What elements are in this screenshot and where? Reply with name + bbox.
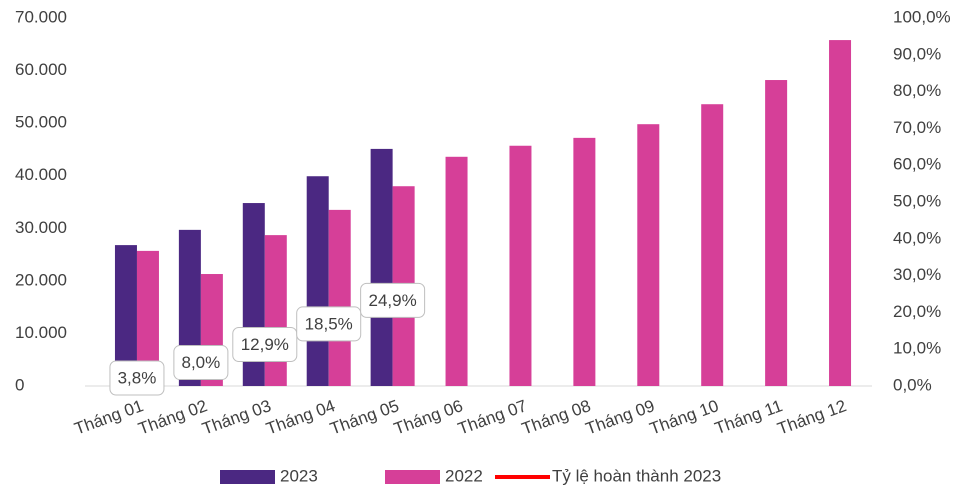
y2-tick-label: 10,0% [893,339,941,358]
data-label-text: 8,0% [182,353,221,372]
data-label: 8,0% [173,345,229,381]
y-tick-label: 30.000 [15,218,67,237]
bar [114,245,137,386]
y2-tick-label: 40,0% [893,228,941,247]
y-tick-label: 10.000 [15,323,67,342]
y2-tick-label: 80,0% [893,81,941,100]
data-label-box [296,306,362,342]
y-tick-label: 70.000 [15,7,67,26]
bar [701,104,724,387]
y2-tick-label: 90,0% [893,44,941,63]
legend-label: 2022 [445,466,483,485]
data-label: 24,9% [360,282,426,318]
data-label-box [232,327,298,363]
bar [509,145,532,386]
bar [370,148,393,386]
bar [829,40,852,386]
data-label-box [173,345,229,381]
data-label-text: 24,9% [369,291,417,310]
bar [573,137,596,386]
bar [328,209,351,386]
y2-tick-label: 0,0% [893,375,932,394]
y-tick-label: 40.000 [15,165,67,184]
bar [264,235,287,386]
bar [765,80,788,386]
y-tick-label: 50.000 [15,113,67,132]
x-tick-label: Tháng 07 [455,396,529,438]
legend-swatch [385,470,440,484]
legend-label: Tỷ lệ hoàn thành 2023 [552,466,721,485]
x-tick-label: Tháng 01 [72,396,146,438]
x-tick-label: Tháng 11 [712,396,785,438]
x-tick-label: Tháng 03 [200,396,274,438]
data-label-text: 12,9% [241,335,289,354]
data-label: 18,5% [296,306,362,342]
legend-label: 2023 [280,466,318,485]
bar [445,156,468,386]
data-label-text: 3,8% [118,369,157,388]
x-tick-label: Tháng 08 [519,396,593,438]
y2-tick-label: 60,0% [893,155,941,174]
y-tick-label: 20.000 [15,270,67,289]
x-tick-label: Tháng 09 [583,396,657,438]
x-tick-label: Tháng 05 [328,396,402,438]
y2-tick-label: 50,0% [893,191,941,210]
data-label: 12,9% [232,327,298,363]
y-tick-label: 0 [15,375,24,394]
bar [637,124,660,387]
y2-tick-label: 30,0% [893,265,941,284]
data-label-box [360,282,426,318]
data-label: 3,8% [109,360,165,396]
y-tick-label: 60.000 [15,60,67,79]
x-tick-label: Tháng 12 [775,396,849,438]
x-tick-label: Tháng 04 [264,396,338,438]
x-tick-label: Tháng 10 [647,396,721,438]
x-tick-label: Tháng 06 [391,396,465,438]
x-tick-label: Tháng 02 [136,396,210,438]
data-label-box [109,360,165,396]
y2-tick-label: 100,0% [893,7,951,26]
y2-tick-label: 70,0% [893,118,941,137]
bar [306,176,329,386]
bar [136,250,159,386]
data-label-text: 18,5% [305,314,353,333]
legend-swatch [220,470,275,484]
y2-tick-label: 20,0% [893,302,941,321]
